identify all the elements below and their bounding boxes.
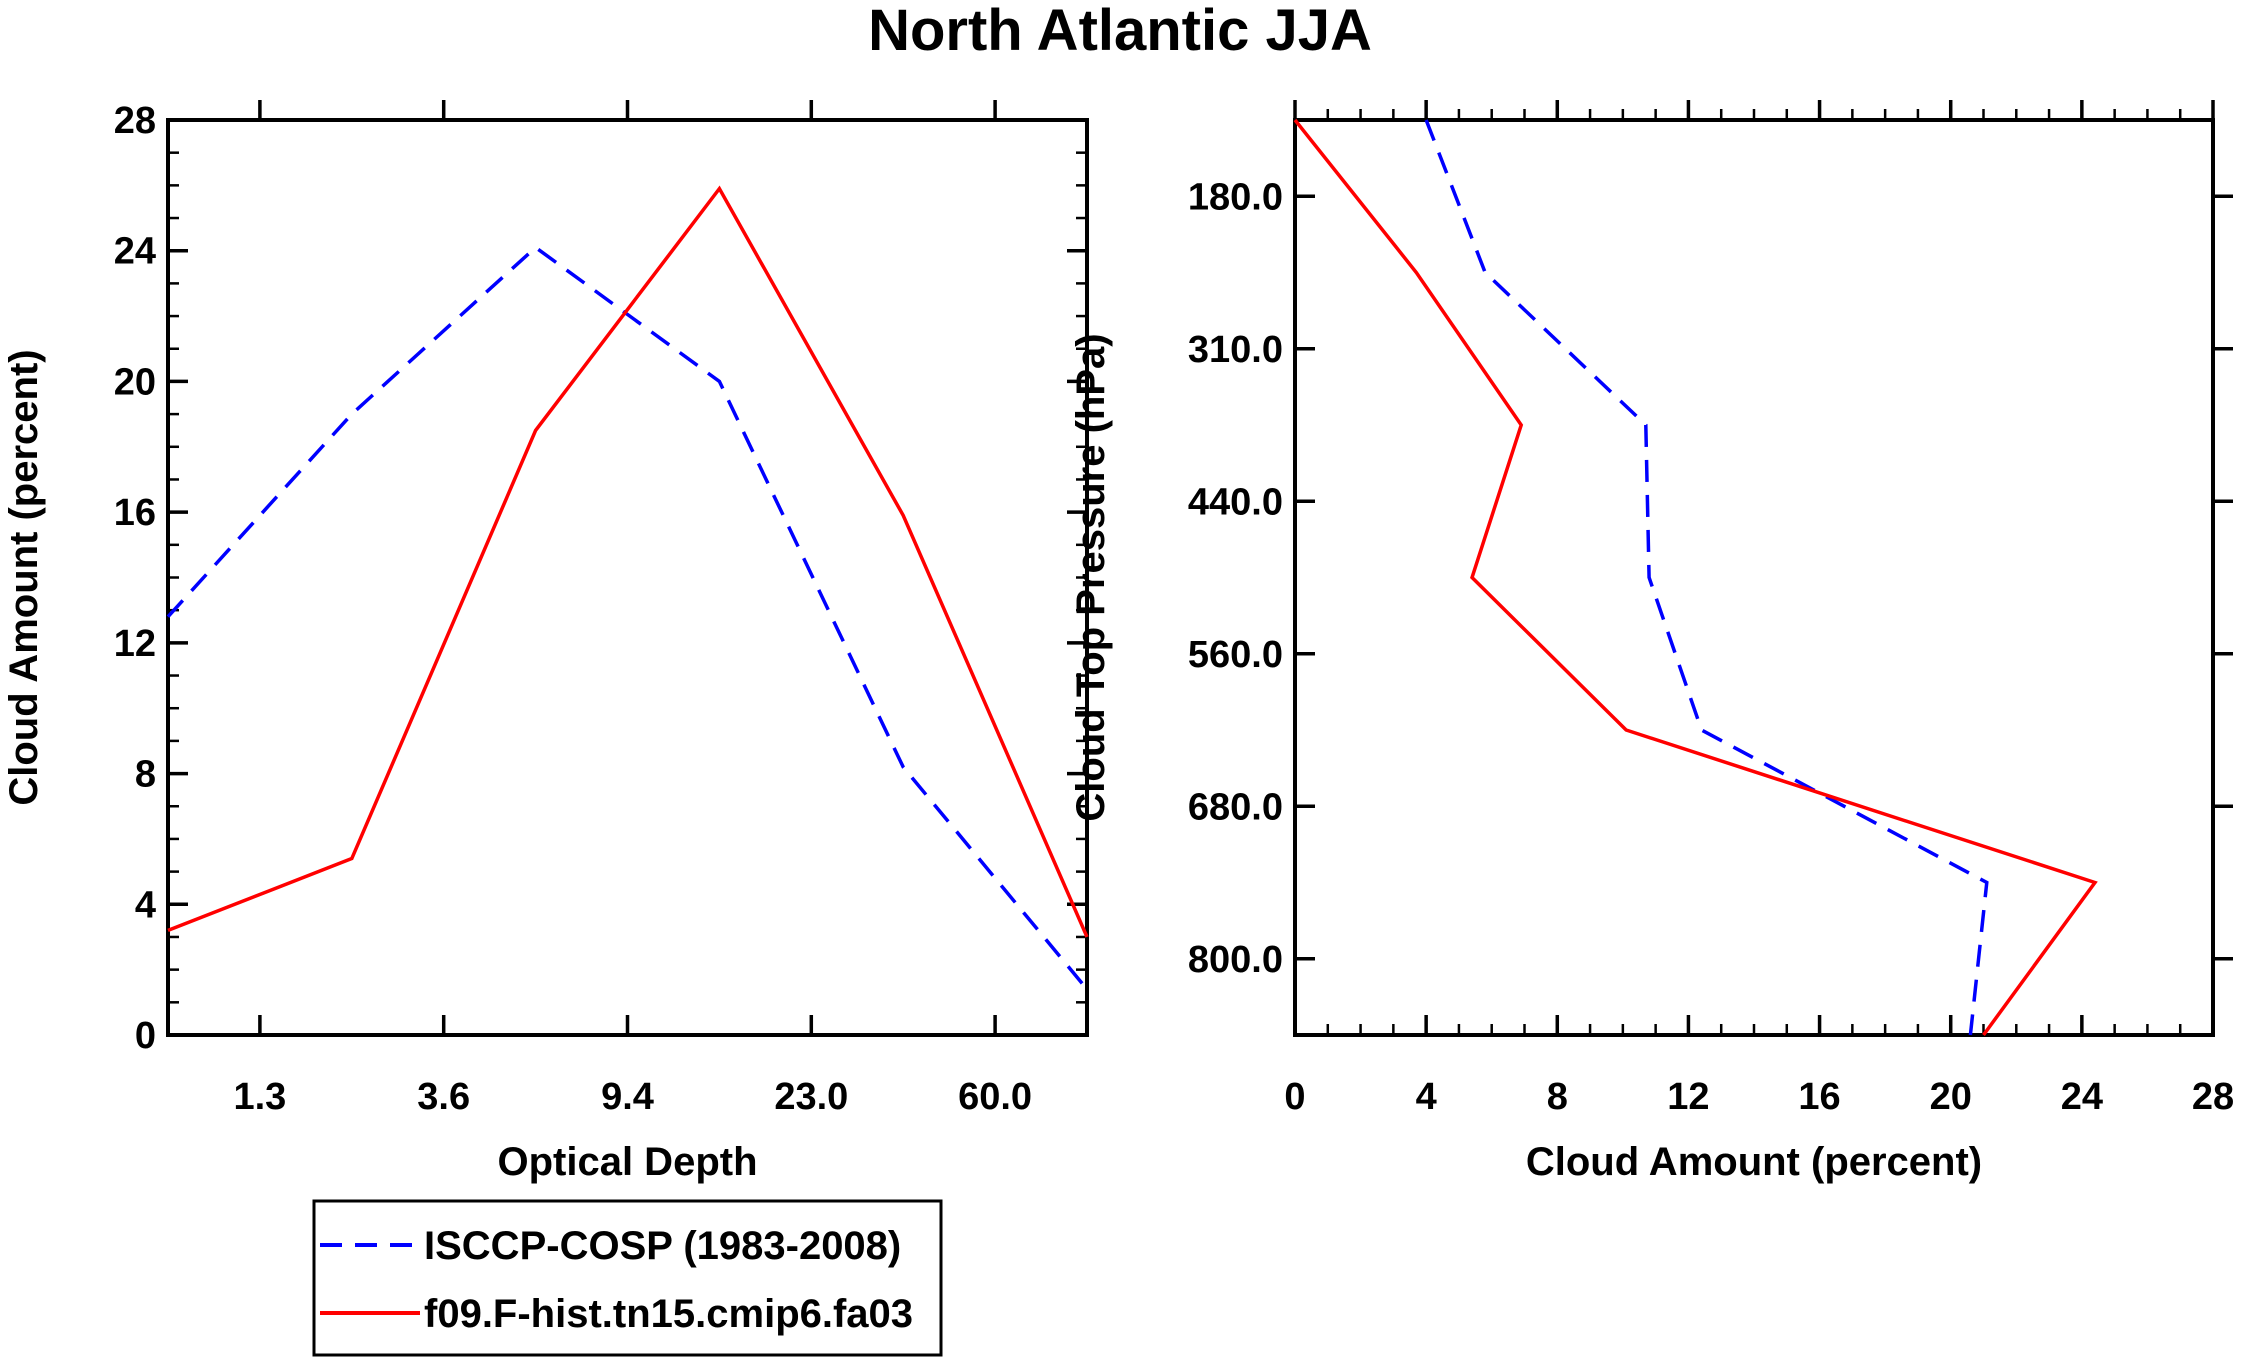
left-series-isccp-line (166, 245, 1089, 991)
right-x-tick-label: 24 (2061, 1076, 2103, 1118)
right-series-isccp-line (1424, 119, 1989, 1036)
left-x-tick-label: 60.0 (958, 1076, 1032, 1118)
right-series-model-line (1293, 118, 2098, 1037)
right-y-axis-label: Cloud Top Pressure (hPa) (1069, 333, 1113, 821)
left-x-tick-label: 9.4 (601, 1076, 654, 1118)
right-x-tick-label: 28 (2192, 1076, 2234, 1118)
left-y-tick-label: 0 (135, 1015, 156, 1057)
chart-title: North Atlantic JJA (868, 0, 1372, 63)
right-y-tick-label: 440.0 (1188, 481, 1283, 523)
left-panel-optical-depth: 0 4 8 12 16 20 24 28 1.3 3.6 9.4 23.0 60.0 Optical De… (2, 100, 1089, 1184)
left-plot-frame (166, 118, 1089, 1037)
left-x-tick-label: 3.6 (417, 1076, 470, 1118)
left-y-tick-label: 20 (114, 361, 156, 403)
legend-label-model: f09.F-hist.tn15.cmip6.fa03 (424, 1292, 913, 1336)
left-x-axis-label: Optical Depth (497, 1140, 757, 1184)
right-x-axis-label: Cloud Amount (percent) (1526, 1140, 1982, 1184)
left-x-tick-label: 23.0 (774, 1076, 848, 1118)
right-plot-frame (1293, 118, 2215, 1037)
left-y-axis-label: Cloud Amount (percent) (2, 349, 46, 805)
right-y-tick-label: 180.0 (1188, 176, 1283, 218)
right-x-tick-label: 16 (1798, 1076, 1840, 1118)
right-y-tick-label: 680.0 (1188, 786, 1283, 828)
left-y-tick-label: 24 (114, 231, 156, 273)
right-x-tick-label: 0 (1284, 1076, 1305, 1118)
right-y-tick-label: 800.0 (1188, 939, 1283, 981)
legend: ISCCP-COSP (1983-2008) f09.F-hist.tn15.c… (312, 1199, 943, 1357)
right-y-tick-label: 560.0 (1188, 634, 1283, 676)
right-panel-pressure-profile: 0 4 8 12 16 20 24 28 180.0 310.0 440.0 560.0 680.0 80… (1069, 100, 2234, 1184)
right-y-tick-label: 310.0 (1188, 329, 1283, 371)
right-x-tick-label: 20 (1930, 1076, 1972, 1118)
right-x-tick-label: 8 (1547, 1076, 1568, 1118)
left-y-tick-label: 28 (114, 100, 156, 142)
legend-label-isccp: ISCCP-COSP (1983-2008) (424, 1224, 901, 1268)
left-series-model-line (167, 185, 1089, 938)
left-y-tick-label: 16 (114, 492, 156, 534)
left-x-tick-label: 1.3 (233, 1076, 286, 1118)
left-y-tick-label: 8 (135, 754, 156, 796)
right-x-tick-label: 12 (1667, 1076, 1709, 1118)
right-x-tick-label: 4 (1416, 1076, 1437, 1118)
left-y-tick-label: 4 (135, 884, 156, 926)
legend-box (312, 1199, 943, 1357)
left-y-tick-label: 12 (114, 623, 156, 665)
